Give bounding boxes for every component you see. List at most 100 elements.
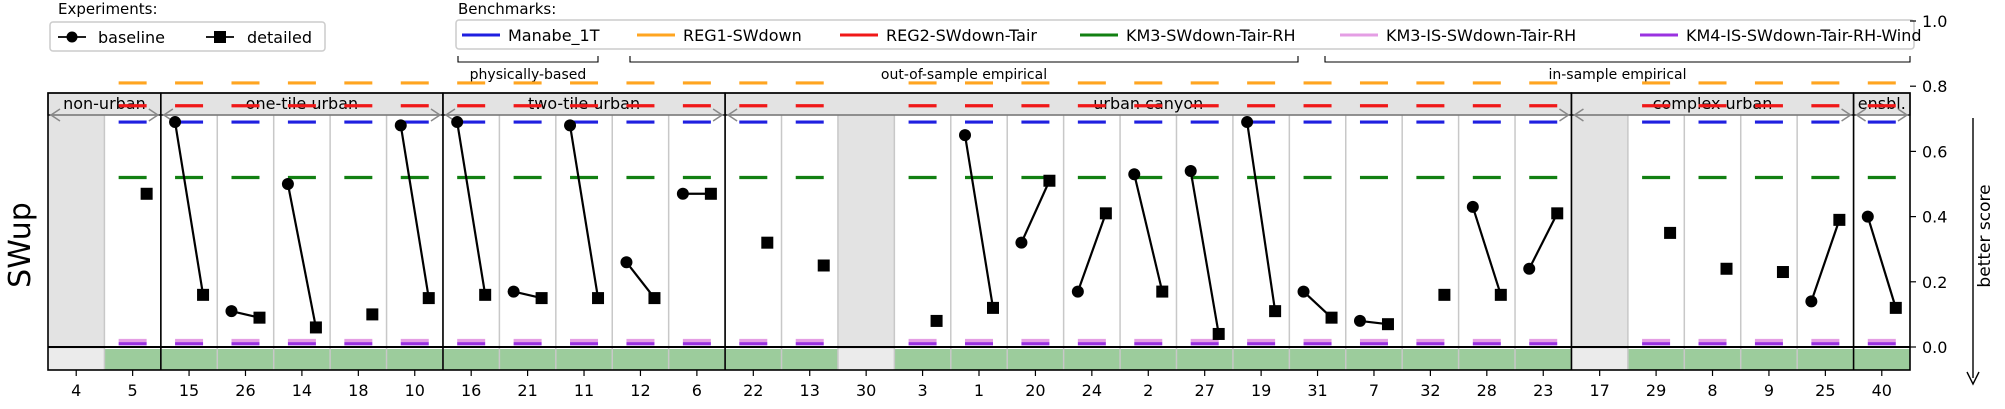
detailed-point: [366, 308, 379, 321]
x-tick-label: 20: [1025, 381, 1045, 400]
legend-label: REG2-SWdown-Tair: [886, 26, 1037, 45]
strip-cell: [1684, 349, 1741, 370]
experiment-line: [963, 134, 995, 309]
experiment-line: [1020, 180, 1051, 244]
group-label: complex urban: [1653, 94, 1773, 113]
strip-cell: [1232, 349, 1290, 370]
y-tick-label: 1.0: [1922, 12, 1947, 31]
site-column: [1515, 93, 1572, 370]
strip-cell: [104, 349, 161, 370]
plot-area: non-urban one-tile urban two-tile urban urb…: [47, 12, 1947, 400]
strip-cell: [160, 349, 218, 370]
detailed-point: [1494, 288, 1507, 301]
site-column: [725, 93, 782, 370]
x-tick-label: 11: [574, 381, 594, 400]
baseline-point: [225, 305, 238, 318]
x-tick-label: 12: [630, 381, 650, 400]
site-column: [330, 93, 387, 370]
detailed-point: [761, 236, 774, 249]
baseline-point: [1071, 285, 1084, 298]
x-tick-label: 32: [1420, 381, 1440, 400]
detailed-point: [987, 301, 999, 314]
site-column: [1063, 93, 1121, 370]
x-tick-label: 31: [1307, 381, 1327, 400]
strip-cell: [1345, 349, 1403, 370]
legend-label: Manabe_1T: [508, 26, 600, 46]
detailed-point: [1776, 266, 1789, 279]
y-tick-label: 0.6: [1922, 142, 1947, 161]
group-bracket: [1324, 56, 1911, 63]
detailed-point: [253, 311, 266, 324]
arrow-head-left: [162, 108, 174, 122]
baseline-point: [620, 256, 633, 269]
detailed-point: [1551, 207, 1564, 220]
strip-cell: [217, 349, 274, 370]
x-tick-label: 25: [1815, 381, 1835, 400]
strip-cell: [1289, 349, 1346, 370]
detailed-point: [1325, 311, 1338, 324]
site-column: [48, 93, 105, 370]
detailed-point: [1664, 226, 1677, 239]
detailed-point: [648, 292, 661, 305]
legend-box: [455, 19, 1915, 50]
experiments-legend: baseline detailed: [49, 21, 326, 52]
strip-cell: [950, 349, 1008, 370]
legend-baseline-marker: [66, 31, 78, 43]
experiment-line: [1471, 206, 1502, 296]
arrow-head-left: [1855, 108, 1866, 122]
detailed-point: [1438, 288, 1451, 301]
better-score-label: better score: [1975, 184, 1995, 287]
detailed-point: [1212, 327, 1225, 340]
strip-cell: [48, 349, 105, 370]
x-tick-label: 15: [179, 381, 199, 400]
x-tick-label: 17: [1589, 381, 1609, 400]
baseline-point: [1128, 168, 1141, 181]
baseline-point: [1353, 314, 1366, 327]
arrow-head-left: [49, 108, 61, 122]
y-tick-label: 0.0: [1922, 338, 1947, 357]
strip-cell: [1458, 349, 1516, 370]
baseline-point: [1241, 116, 1254, 129]
baseline-point: [1523, 262, 1536, 275]
experiments-title: Experiments:: [58, 0, 158, 18]
site-column: [160, 93, 218, 370]
detailed-point: [422, 292, 435, 305]
baseline-point: [676, 187, 689, 200]
x-tick-label: 13: [800, 381, 820, 400]
site-column: [1232, 93, 1290, 370]
detailed-point: [1833, 213, 1846, 226]
benchmarks-legend: Manabe_1T REG1-SWdown REG2-SWdown-Tair KM3-…: [455, 19, 1922, 83]
y-tick-label: 0.8: [1922, 77, 1947, 96]
y-axis-label: SWup: [3, 202, 38, 288]
detailed-point: [479, 288, 492, 301]
group-label: one-tile urban: [246, 94, 358, 113]
legend-label: KM4-IS-SWdown-Tair-RH-Wind: [1686, 26, 1922, 45]
detailed-point: [1099, 207, 1112, 220]
arrow-head-right: [1897, 108, 1909, 122]
benchmark-group-label: out-of-sample empirical: [881, 67, 1047, 83]
strip-cell: [442, 349, 500, 370]
x-tick-label: 19: [1251, 381, 1271, 400]
detailed-point: [1269, 305, 1282, 318]
y-tick-label: 0.2: [1922, 273, 1947, 292]
group-label: urban canyon: [1093, 94, 1203, 113]
detailed-point: [930, 314, 943, 327]
strip-cell: [273, 349, 331, 370]
x-tick-label: 7: [1369, 381, 1379, 400]
strip-cell: [1797, 349, 1854, 370]
x-tick-label: 18: [348, 381, 368, 400]
detailed-point: [1381, 318, 1394, 331]
experiment-line: [456, 121, 487, 296]
baseline-point: [564, 119, 577, 132]
site-column: [104, 93, 161, 370]
x-tick-label: 21: [517, 381, 537, 400]
better-score-arrow: [1966, 118, 1980, 386]
detailed-point: [1156, 285, 1169, 298]
baseline-point: [1297, 285, 1310, 298]
strip-cell: [386, 349, 443, 370]
experiment-line: [1076, 212, 1107, 292]
experiment-line: [1528, 212, 1559, 270]
baseline-point: [1466, 200, 1479, 213]
group-label: non-urban: [63, 94, 146, 113]
strip-cell: [894, 349, 951, 370]
